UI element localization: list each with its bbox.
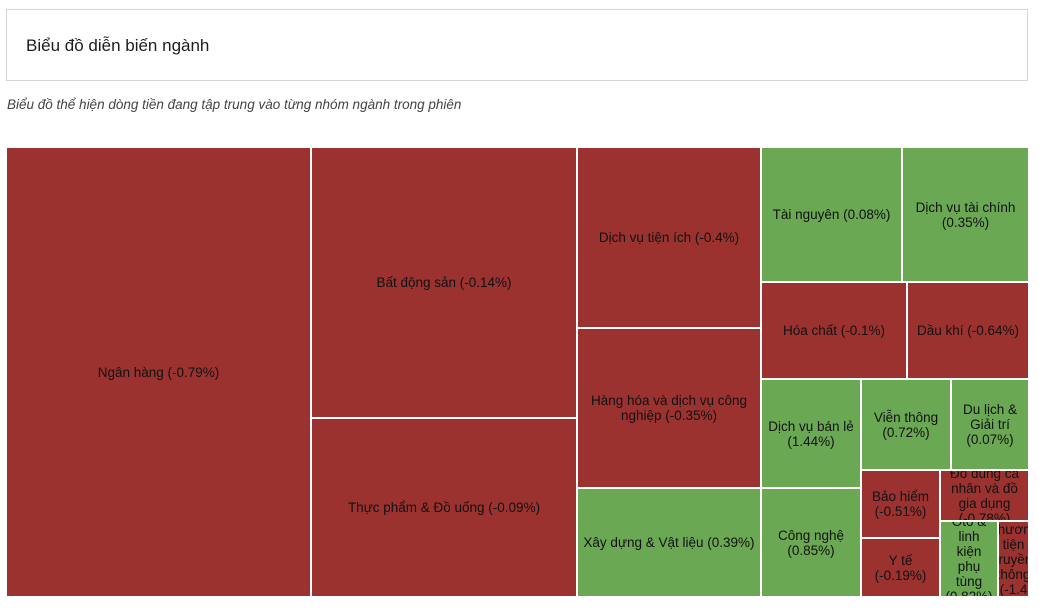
treemap-tile-label: Xây dựng & Vật liệu (0.39%) [583, 535, 755, 550]
treemap-tile-label: Y tế (-0.19%) [874, 552, 927, 583]
treemap-tile-label: Ôtô & linh kiện phụ tùng (0.82%) [945, 521, 993, 597]
treemap-tile-label: Đồ dùng cá nhân và đồ gia dụng (-0.78%) [949, 470, 1020, 521]
treemap-tile[interactable]: Ngân hàng (-0.79%) [6, 147, 311, 597]
treemap-tile[interactable]: Dịch vụ bán lẻ (1.44%) [761, 379, 861, 488]
treemap-tile-label: Phương tiện truyền thông (-1.4 [998, 521, 1029, 597]
treemap-tile-label: Bất động sản (-0.14%) [376, 275, 512, 290]
treemap-tile[interactable]: Dịch vụ tiện ích (-0.4%) [577, 147, 761, 328]
chart-subtitle: Biểu đồ thể hiện dòng tiền đang tập trun… [7, 97, 462, 112]
treemap-tile[interactable]: Dịch vụ tài chính (0.35%) [902, 147, 1029, 282]
chart-title: Biểu đồ diễn biến ngành [26, 36, 210, 55]
treemap-tile[interactable]: Công nghệ (0.85%) [761, 488, 861, 597]
treemap-tile[interactable]: Hóa chất (-0.1%) [761, 282, 907, 379]
treemap-tile-label: Dịch vụ tài chính (0.35%) [915, 199, 1016, 230]
treemap-tile-label: Dầu khí (-0.64%) [916, 323, 1020, 338]
treemap-tile-label: Tài nguyên (0.08%) [772, 207, 891, 222]
treemap-tile-label: Ngân hàng (-0.79%) [97, 364, 220, 380]
treemap-tile-label: Hàng hóa và dịch vụ công nghiệp (-0.35%) [590, 393, 748, 423]
treemap-tile[interactable]: Ôtô & linh kiện phụ tùng (0.82%) [940, 521, 998, 597]
chart-header: Biểu đồ diễn biến ngành [6, 9, 1028, 81]
treemap-tile-label: Viễn thông (0.72%) [873, 409, 939, 440]
treemap-tile[interactable]: Phương tiện truyền thông (-1.4 [998, 521, 1029, 597]
treemap-tile[interactable]: Viễn thông (0.72%) [861, 379, 951, 470]
treemap-tile[interactable]: Bất động sản (-0.14%) [311, 147, 577, 418]
treemap-tile[interactable]: Hàng hóa và dịch vụ công nghiệp (-0.35%) [577, 328, 761, 488]
treemap-tile-label: Thực phẩm & Đồ uống (-0.09%) [347, 500, 541, 515]
treemap-tile[interactable]: Đồ dùng cá nhân và đồ gia dụng (-0.78%) [940, 470, 1029, 521]
treemap-tile[interactable]: Dầu khí (-0.64%) [907, 282, 1029, 379]
treemap-tile[interactable]: Thực phẩm & Đồ uống (-0.09%) [311, 418, 577, 597]
treemap-tile[interactable]: Xây dựng & Vật liệu (0.39%) [577, 488, 761, 597]
treemap-tile[interactable]: Y tế (-0.19%) [861, 538, 940, 597]
treemap-tile-label: Bảo hiểm (-0.51%) [871, 489, 930, 519]
treemap-tile-label: Công nghệ (0.85%) [777, 527, 845, 558]
treemap-tile[interactable]: Tài nguyên (0.08%) [761, 147, 902, 282]
treemap-tile-label: Hóa chất (-0.1%) [782, 323, 886, 338]
treemap-tile-label: Du lịch & Giải trí (0.07%) [962, 402, 1018, 447]
treemap-tile[interactable]: Bảo hiểm (-0.51%) [861, 470, 940, 538]
sector-treemap: Ngân hàng (-0.79%) Bất động sản (-0.14%) T… [6, 147, 1029, 597]
treemap-tile-label: Dịch vụ bán lẻ (1.44%) [768, 418, 854, 449]
treemap-tile[interactable]: Du lịch & Giải trí (0.07%) [951, 379, 1029, 470]
treemap-tile-label: Dịch vụ tiện ích (-0.4%) [598, 230, 740, 245]
